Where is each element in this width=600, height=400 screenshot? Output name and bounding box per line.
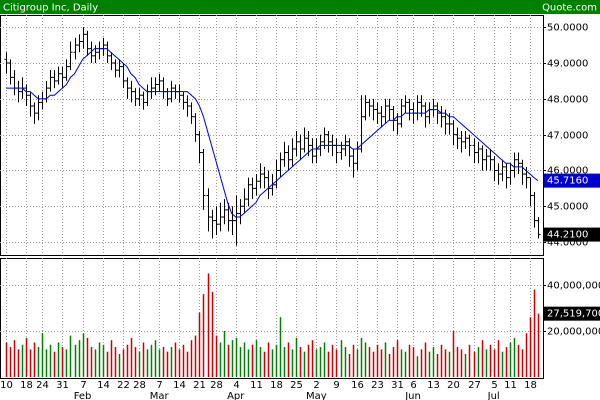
x-tick-label: 7 [156, 380, 162, 391]
month-label: Jun [404, 391, 421, 400]
x-tick-label: 25 [290, 380, 303, 391]
x-tick-label: 27 [468, 380, 481, 391]
y-tick-label: 47.0000 [547, 131, 588, 142]
x-tick-label: 28 [210, 380, 223, 391]
y-tick-label: 20,000,000 [547, 327, 600, 338]
x-tick-label: 22 [117, 380, 130, 391]
y-tick-label: 48.0000 [547, 95, 588, 106]
x-tick-label: 20 [447, 380, 460, 391]
x-tick-label: 4 [233, 380, 239, 391]
last-volume-label: 27,519,700 [547, 309, 600, 320]
x-tick-label: 7 [80, 380, 86, 391]
chart-title: Citigroup Inc, Daily [3, 3, 98, 14]
month-label: May [306, 391, 327, 400]
volume-panel [0, 258, 544, 379]
source: Quote.com [542, 3, 597, 14]
month-label: Jul [487, 391, 500, 400]
month-label: Mar [150, 391, 170, 400]
x-tick-label: 18 [270, 380, 283, 391]
x-tick-label: 2 [313, 380, 319, 391]
last-ma-box [544, 173, 600, 188]
x-tick-label: 18 [20, 380, 33, 391]
y-tick-label: 44.0000 [547, 238, 588, 249]
x-tick-label: 16 [351, 380, 364, 391]
x-tick-label: 28 [133, 380, 146, 391]
y-tick-label: 46.0000 [547, 166, 588, 177]
x-tick-label: 13 [427, 380, 440, 391]
last-close-box [544, 227, 600, 242]
header-bar [0, 0, 600, 14]
x-tick-label: 11 [250, 380, 263, 391]
x-tick-label: 31 [56, 380, 69, 391]
x-tick-label: 23 [371, 380, 384, 391]
y-tick-label: 45.0000 [547, 202, 588, 213]
month-label: Feb [74, 391, 92, 400]
x-tick-label: 18 [524, 380, 537, 391]
y-tick-label: 49.0000 [547, 59, 588, 70]
last-volume-box [544, 306, 600, 321]
month-label: Apr [227, 391, 245, 400]
x-tick-label: 9 [333, 380, 339, 391]
x-tick-label: 21 [193, 380, 206, 391]
x-tick-label: 10 [0, 380, 13, 391]
moving-average [6, 48, 539, 218]
x-tick-label: 11 [504, 380, 517, 391]
y-tick-label: 40,000,000 [547, 281, 600, 292]
x-tick-label: 14 [97, 380, 110, 391]
y-tick-label: 50.0000 [547, 23, 588, 34]
x-tick-label: 6 [410, 380, 416, 391]
x-tick-label: 24 [36, 380, 49, 391]
x-tick-label: 31 [391, 380, 404, 391]
last-ma-label: 45.7160 [547, 176, 588, 187]
x-tick-label: 5 [491, 380, 497, 391]
x-tick-label: 14 [173, 380, 186, 391]
last-close-label: 44.2100 [547, 230, 588, 241]
